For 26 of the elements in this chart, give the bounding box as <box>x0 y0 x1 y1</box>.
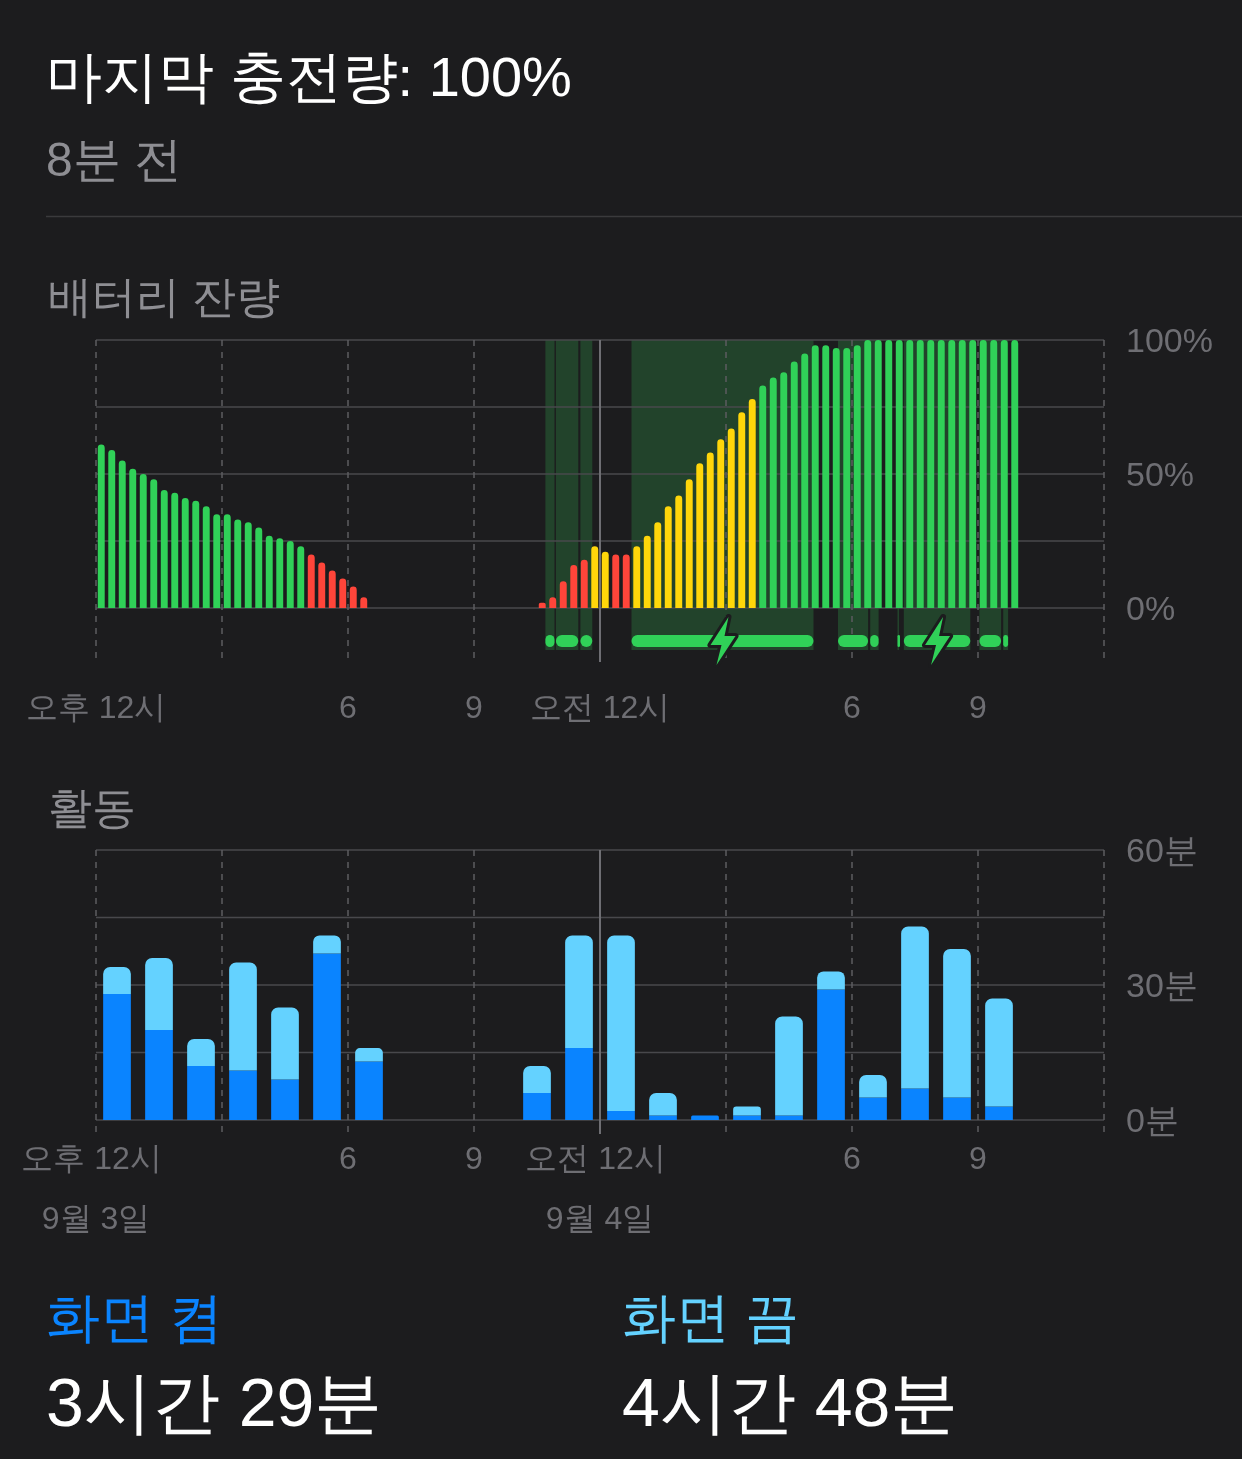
x-tick-label: 9 <box>969 1140 987 1176</box>
y-tick-label: 30분 <box>1126 966 1198 1004</box>
x-tick-label: 오전 12시 9월 4일 <box>525 1140 666 1236</box>
text: 화면 켬 <box>46 1287 224 1347</box>
y-tick-label: 100% <box>1126 321 1213 359</box>
text: 3시간 29분 <box>46 1364 383 1440</box>
text: 마지막 충전량: 100% <box>46 45 572 108</box>
x-tick-label: 9 <box>465 689 483 725</box>
y-tick-label: 0분 <box>1126 1101 1179 1139</box>
y-tick-label: 60분 <box>1126 831 1198 869</box>
x-tick-label: 오전 12시 <box>529 689 671 725</box>
x-tick-label: 6 <box>339 689 357 725</box>
chart-title: 배터리 잔량 <box>48 272 281 321</box>
x-tick-label: 9 <box>969 689 987 725</box>
text: 화면 끔 <box>622 1287 800 1347</box>
x-tick-label: 오후 12시 <box>25 689 167 725</box>
x-tick-label: 9 <box>465 1140 483 1176</box>
text: 8분 전 <box>46 133 183 186</box>
chart-title: 활동 <box>48 783 136 832</box>
x-tick-label: 6 <box>843 689 861 725</box>
y-tick-label: 0% <box>1126 589 1176 627</box>
y-tick-label: 50% <box>1126 455 1195 493</box>
x-tick-label: 6 <box>339 1140 357 1176</box>
x-tick-label: 6 <box>843 1140 861 1176</box>
text: 4시간 48분 <box>622 1364 959 1440</box>
x-tick-label: 오후 12시 9월 3일 <box>21 1140 162 1236</box>
